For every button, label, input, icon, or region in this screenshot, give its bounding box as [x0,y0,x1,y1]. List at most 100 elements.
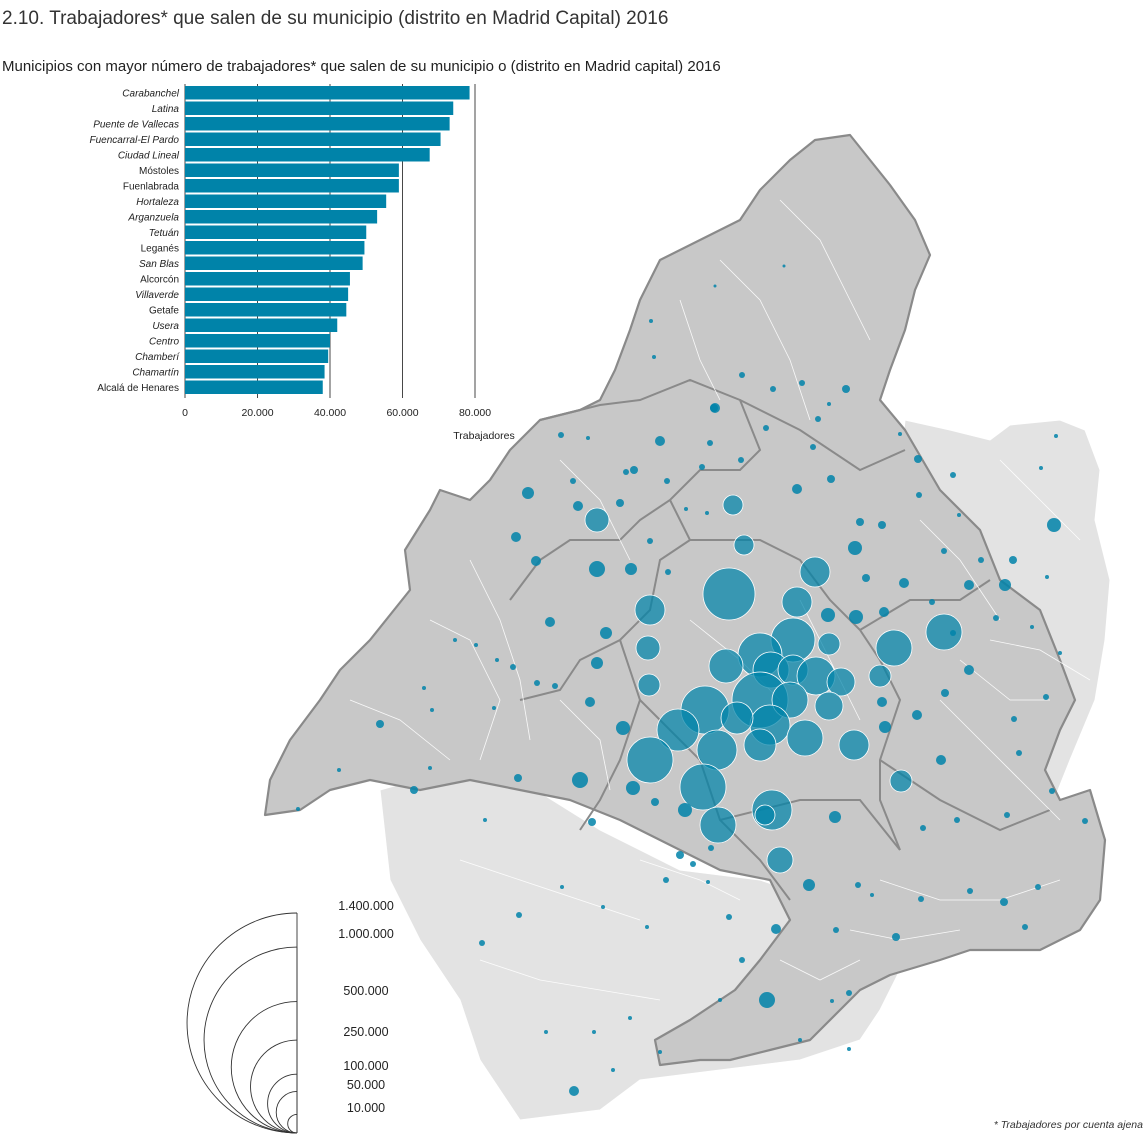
map-bubble [827,475,835,483]
map-bubble [665,569,671,575]
bar [185,86,470,100]
map-bubble [1004,812,1010,818]
category-label: Fuenlabrada [123,182,180,193]
map-bubble [842,385,850,393]
map-bubbles [296,264,1088,1096]
bar [185,163,399,177]
map-bubble [572,772,588,788]
bar [185,148,430,162]
bar [185,318,338,332]
map-bubble [545,617,555,627]
map-bubble [591,657,603,669]
map-bubble [936,755,946,765]
map-bubble [573,501,583,511]
category-label: Arganzuela [127,213,179,224]
map-bubble [763,425,769,431]
map-bubble [663,877,669,883]
map-bubble [585,697,595,707]
chart-tick-labels: 0 20.000 40.000 60.000 80.000 [182,407,491,419]
map-bubble [652,355,656,359]
bar [185,380,323,394]
map-bubble [950,630,956,636]
tick-label: 0 [182,407,188,419]
map-internal-borders [509,378,1051,901]
bar [185,349,329,363]
category-label: Hortaleza [136,197,179,208]
map-bubble [718,998,722,1002]
map-bubble [552,683,558,689]
map-bubble [428,766,432,770]
map-bubble [1082,818,1088,824]
map-bubble [781,586,813,618]
map-bubble [510,664,516,670]
map-bubble [511,532,521,542]
map-bubble [635,635,661,661]
bar [185,272,350,286]
map-bubble [929,599,935,605]
map-bubble [978,557,984,563]
map-bubble [722,494,744,516]
map-bubble [679,763,727,811]
map-bubble [705,511,709,515]
chart-x-axis-label: Trabajadores [453,430,514,442]
map-bubble [899,578,909,588]
bar [185,225,367,239]
map-bubble [626,736,674,784]
map-bubble [964,580,974,590]
category-label: Ciudad Lineal [118,151,180,162]
map-bubble [337,768,341,772]
category-label: Chamartín [132,368,179,379]
category-label: Carabanchel [122,89,179,100]
map-bubble [708,648,744,684]
map-bubble [957,513,961,517]
bar [185,287,349,301]
legend-labels: 1.400.000 1.000.000 500.000 250.000 100.000 5… [338,899,394,1115]
map-bubble [1016,750,1022,756]
bubble-size-legend: 1.400.000 1.000.000 500.000 250.000 100.000 5… [186,899,394,1134]
map-bubble [492,706,496,710]
map-bubble [720,701,754,735]
map-bubble [821,608,835,622]
category-label: Usera [152,321,179,332]
tick-label: 40.000 [314,407,346,419]
map-bubble [916,492,922,498]
legend-label: 10.000 [347,1101,385,1115]
bar [185,194,387,208]
map-bubble [912,710,922,720]
footnote: * Trabajadores por cuenta ajena [993,1119,1143,1131]
map-bubble [601,905,605,909]
bar [185,132,441,146]
map-bubble [967,888,973,894]
map-bubble [1035,884,1041,890]
legend-label: 250.000 [343,1025,388,1039]
map-bubble [848,541,862,555]
category-label: Getafe [149,306,179,317]
bar [185,241,365,255]
legend-label: 50.000 [347,1078,385,1092]
map-bubble [560,885,564,889]
map-bubble [495,658,499,662]
map-bubble [925,613,963,651]
map-bubble [656,708,700,752]
map-bubble [589,561,605,577]
category-label: Latina [152,104,180,115]
map-bubble [803,879,815,891]
category-label: Móstoles [139,166,179,177]
map-bubble [1043,694,1049,700]
map-bubble [684,507,688,511]
legend-circle [203,946,298,1134]
bar [185,117,450,131]
map-bubble [879,607,889,617]
page-title: 2.10. Trabajadores* que salen de su muni… [2,8,669,29]
map-bubble [479,940,485,946]
category-label: San Blas [139,259,179,270]
map-bubble [830,999,834,1003]
map-bubble [1000,898,1008,906]
map-bubble [759,992,775,1008]
map-bubble [376,720,384,728]
category-label: Fuencarral-El Pardo [90,135,180,146]
map-bubble [1047,518,1061,532]
map-bubble [738,457,744,463]
map-bubble [1058,651,1062,655]
